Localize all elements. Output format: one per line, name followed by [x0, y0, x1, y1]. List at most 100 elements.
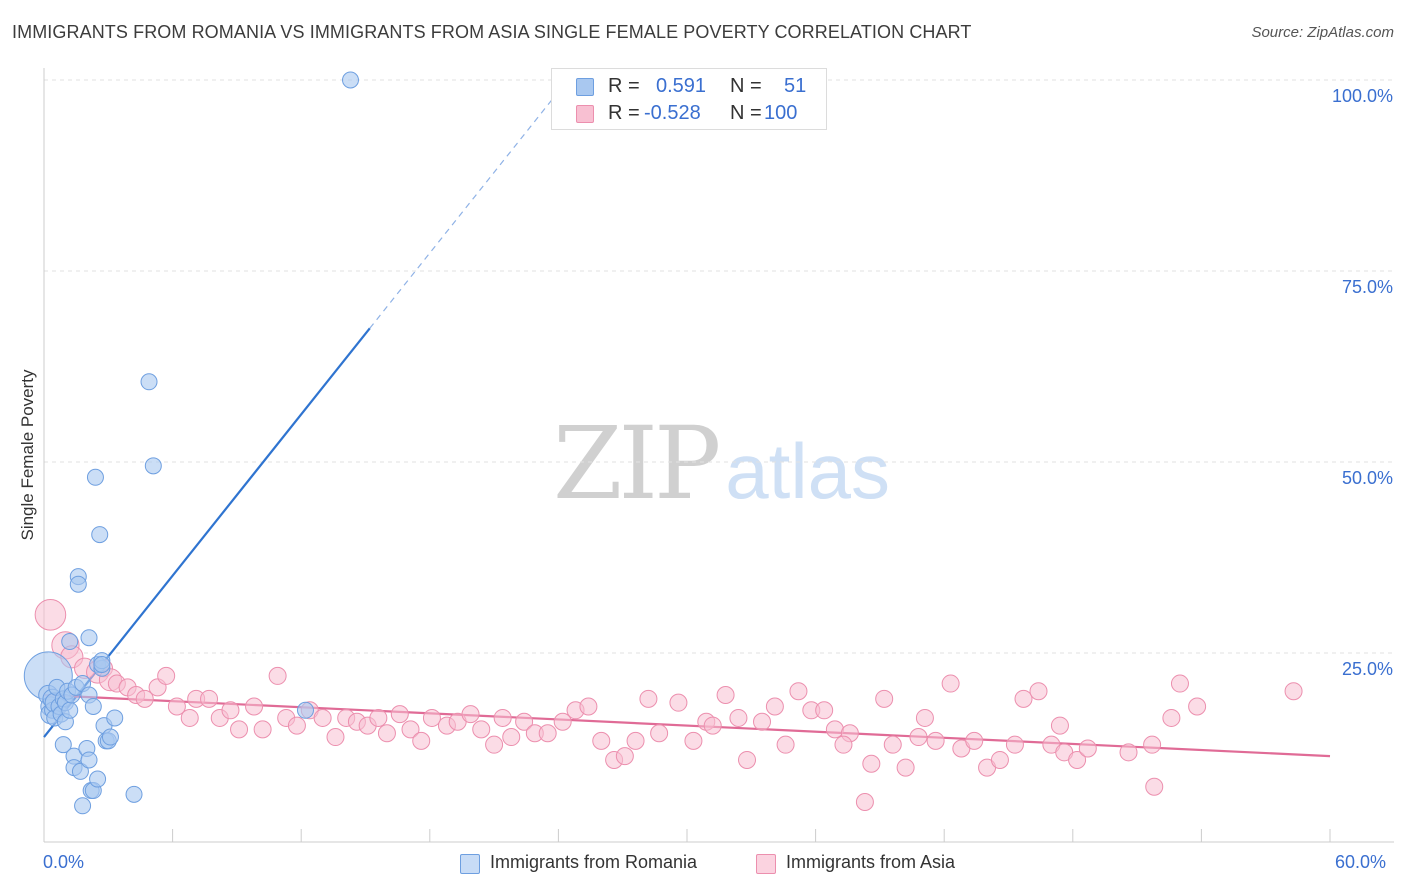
data-point-asia	[200, 689, 219, 708]
data-point-asia	[515, 712, 534, 731]
data-point-asia	[253, 720, 272, 739]
data-point-romania	[61, 633, 79, 651]
data-point-romania	[91, 526, 109, 544]
data-point-asia	[268, 666, 287, 685]
data-point-asia	[1162, 708, 1181, 727]
data-point-romania	[80, 751, 98, 769]
data-point-romania	[140, 373, 158, 391]
data-point-asia	[1005, 735, 1024, 754]
data-point-asia	[369, 708, 388, 727]
data-point-asia	[1119, 743, 1138, 762]
data-point-asia	[390, 705, 409, 724]
data-point-asia	[965, 731, 984, 750]
data-point-asia	[592, 731, 611, 750]
source-label: Source: ZipAtlas.com	[1251, 24, 1394, 41]
data-point-romania	[71, 762, 89, 780]
data-point-romania	[54, 736, 72, 754]
data-point-romania	[89, 770, 107, 788]
data-point-romania	[86, 468, 104, 486]
data-point-romania	[80, 629, 98, 647]
data-point-asia	[738, 750, 757, 769]
data-point-asia	[377, 724, 396, 743]
data-point-asia	[855, 792, 874, 811]
data-point-asia	[1143, 735, 1162, 754]
data-point-asia	[422, 708, 441, 727]
data-point-asia	[650, 724, 669, 743]
y-tick-label: 75.0%	[1341, 277, 1393, 297]
data-point-romania	[341, 71, 359, 89]
romania-swatch	[576, 78, 594, 96]
data-point-romania	[101, 728, 119, 746]
asia-swatch	[576, 105, 594, 123]
data-point-asia	[313, 708, 332, 727]
data-point-asia	[221, 701, 240, 720]
data-point-asia	[579, 697, 598, 716]
data-point-asia	[493, 708, 512, 727]
data-point-asia	[538, 724, 557, 743]
n-label: N =	[730, 75, 762, 97]
x-tick-label-max: 60.0%	[1335, 852, 1387, 872]
data-point-asia	[815, 701, 834, 720]
data-point-romania	[125, 785, 143, 803]
r-value: -0.528	[644, 102, 701, 124]
n-value: 51	[784, 75, 807, 97]
data-point-romania	[84, 697, 102, 715]
data-point-asia	[1078, 739, 1097, 758]
data-point-asia	[626, 731, 645, 750]
data-point-asia	[875, 689, 894, 708]
data-point-romania	[74, 797, 92, 815]
y-tick-label: 25.0%	[1341, 659, 1393, 679]
data-point-asia	[230, 720, 249, 739]
data-point-asia	[990, 750, 1009, 769]
data-point-romania	[144, 457, 162, 475]
romania-legend-swatch	[460, 854, 480, 874]
y-tick-label: 50.0%	[1341, 468, 1393, 488]
data-point-asia	[915, 708, 934, 727]
data-point-asia	[157, 666, 176, 685]
data-point-asia	[287, 716, 306, 735]
trend-line-romania-extension	[369, 77, 570, 329]
asia-legend-label: Immigrants from Asia	[786, 852, 956, 872]
data-point-romania	[69, 575, 87, 593]
data-point-asia	[941, 674, 960, 693]
romania-legend-label: Immigrants from Romania	[490, 852, 698, 872]
data-point-romania	[106, 709, 124, 727]
data-point-asia	[135, 689, 154, 708]
series-romania-points	[23, 71, 359, 815]
data-point-asia	[485, 735, 504, 754]
data-point-asia	[753, 712, 772, 731]
data-point-asia	[401, 720, 420, 739]
data-point-asia	[245, 697, 264, 716]
r-label: R =	[608, 102, 640, 124]
watermark-atlas: atlas	[725, 427, 891, 515]
data-point-asia	[765, 697, 784, 716]
data-point-asia	[776, 735, 795, 754]
data-point-asia	[669, 693, 688, 712]
chart-title: IMMIGRANTS FROM ROMANIA VS IMMIGRANTS FR…	[12, 22, 972, 42]
data-point-asia	[1188, 697, 1207, 716]
data-point-asia	[896, 758, 915, 777]
data-point-romania	[93, 655, 111, 673]
data-point-asia	[1014, 689, 1033, 708]
data-point-asia	[615, 747, 634, 766]
data-point-asia	[909, 728, 928, 747]
data-point-asia	[180, 708, 199, 727]
x-tick-label-min: 0.0%	[43, 852, 85, 872]
data-point-asia	[703, 716, 722, 735]
data-point-asia	[1170, 674, 1189, 693]
data-point-asia	[926, 731, 945, 750]
data-point-asia	[729, 708, 748, 727]
r-label: R =	[608, 75, 640, 97]
data-point-asia	[789, 682, 808, 701]
data-point-asia	[1068, 750, 1087, 769]
data-point-asia	[825, 720, 844, 739]
grid-lines	[44, 79, 1394, 654]
n-value: 100	[764, 102, 798, 124]
series-asia-points	[34, 599, 1303, 811]
data-point-asia	[862, 754, 881, 773]
y-axis-label: Single Female Poverty	[18, 369, 37, 541]
data-point-asia	[1284, 682, 1303, 701]
data-point-asia	[412, 731, 431, 750]
r-value: 0.591	[656, 75, 707, 97]
asia-legend-swatch	[756, 854, 776, 874]
